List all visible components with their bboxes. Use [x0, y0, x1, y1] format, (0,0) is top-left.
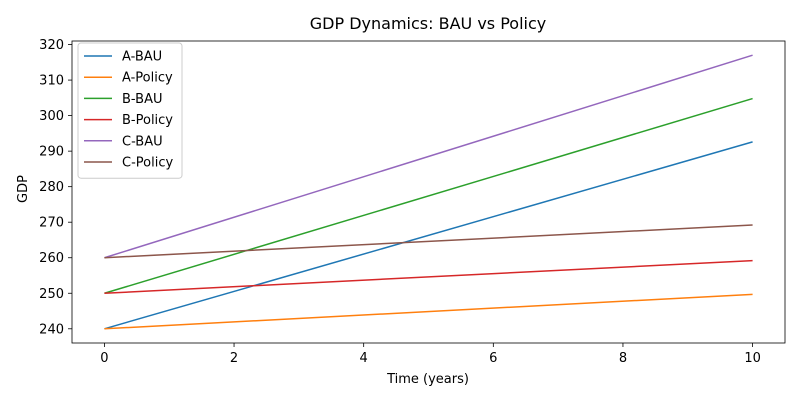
legend-label-b-policy: B-Policy	[122, 113, 173, 128]
x-tick-label: 8	[619, 351, 627, 366]
y-tick-label: 310	[39, 74, 64, 89]
series-line-c-policy	[104, 224, 753, 259]
y-tick-label: 290	[39, 145, 64, 160]
x-tick-label: 10	[744, 351, 761, 366]
chart-title: GDP Dynamics: BAU vs Policy	[310, 14, 546, 33]
y-tick-label: 250	[39, 287, 64, 302]
plot-area: 0 2 4 6 8 10 240 250 260 270 280 290 300 310 320	[39, 38, 786, 366]
x-tick-label: 4	[360, 351, 368, 366]
y-tick-label: 300	[39, 109, 64, 124]
legend-label-a-bau: A-BAU	[122, 50, 162, 65]
legend: A-BAU A-Policy B-BAU B-Policy C-BAU C-Policy	[77, 42, 183, 179]
legend-label-c-policy: C-Policy	[122, 156, 173, 171]
series-line-b-policy	[104, 259, 753, 295]
x-tick-label: 2	[230, 351, 238, 366]
series-line-c-bau	[104, 54, 753, 259]
y-tick-label: 320	[39, 38, 64, 53]
x-tick-label: 0	[100, 351, 108, 366]
y-tick-label: 280	[39, 180, 64, 195]
x-axis-title: Time (years)	[386, 372, 469, 387]
legend-label-a-policy: A-Policy	[122, 71, 173, 86]
legend-label-c-bau: C-BAU	[122, 134, 163, 149]
x-tick-label: 6	[489, 351, 497, 366]
series-line-a-policy	[104, 293, 753, 330]
series-line-b-bau	[104, 97, 753, 294]
plot-frame	[71, 40, 786, 344]
y-tick-label: 240	[39, 322, 64, 337]
y-tick-label: 270	[39, 216, 64, 231]
y-axis-title: GDP	[16, 175, 31, 203]
y-tick-label: 260	[39, 251, 64, 266]
legend-label-b-bau: B-BAU	[122, 92, 162, 107]
series-line-a-bau	[104, 141, 753, 330]
